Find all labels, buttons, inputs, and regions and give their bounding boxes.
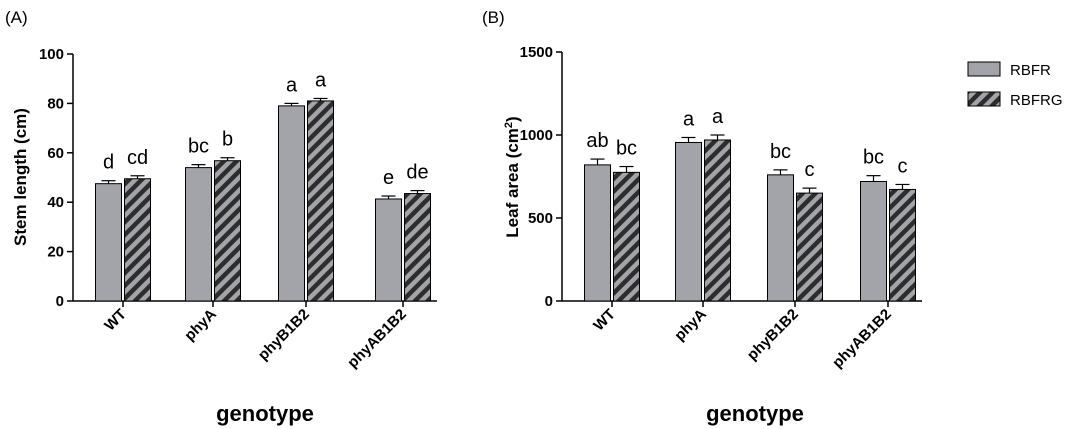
legend-label-rbfrg: RBFRG <box>1010 92 1063 109</box>
panel-b-y-axis-label: Leaf area (cm2) <box>503 116 522 237</box>
y-tick-label: 80 <box>47 95 64 112</box>
x-tick-label: phyA <box>181 306 220 345</box>
bar-rbfrg-phya <box>704 139 731 302</box>
x-tick-label: phyA <box>671 306 710 345</box>
y-tick-label: 1500 <box>520 44 553 61</box>
x-tick-label: phyB1B2 <box>744 306 802 364</box>
y-tick-label: 60 <box>47 145 64 162</box>
significance-label: b <box>222 129 233 151</box>
bar-rbfrg-phya <box>214 160 241 302</box>
y-tick-label: 500 <box>528 210 553 227</box>
significance-label: d <box>103 152 114 174</box>
significance-label: c <box>898 155 908 177</box>
panel-a-x-tick-labels: WT phyA phyB1B2 phyAB1B2 <box>101 306 410 372</box>
significance-label: bc <box>770 141 791 163</box>
bar-rbfrg-phyb1b2 <box>796 192 823 302</box>
panel-a-bars: d cd bc b a a e de <box>95 69 431 302</box>
y-tick-label: 40 <box>47 194 64 211</box>
significance-label: bc <box>616 138 637 160</box>
legend-swatch-rbfrg <box>967 91 1001 107</box>
y-tick-label: 100 <box>39 46 64 63</box>
y-tick-label: 20 <box>47 244 64 261</box>
significance-label: bc <box>188 136 209 158</box>
x-tick-label: phyB1B2 <box>255 306 313 364</box>
significance-label: de <box>406 162 428 184</box>
bar-rbfrg-wt <box>613 171 640 302</box>
bar-rbfr-phyab1b2 <box>375 198 402 302</box>
y-tick-label: 0 <box>545 293 553 310</box>
panel-a-label: (A) <box>5 8 28 27</box>
y-tick-label: 0 <box>56 293 64 310</box>
bar-rbfrg-wt <box>124 178 151 302</box>
bar-rbfrg-phyb1b2 <box>307 100 334 302</box>
x-tick-label: phyAB1B2 <box>344 306 410 372</box>
x-tick-label: phyAB1B2 <box>829 306 895 372</box>
bar-rbfr-phya <box>675 141 702 302</box>
bar-rbfr-phyab1b2 <box>860 180 887 302</box>
significance-label: ab <box>586 130 608 152</box>
panel-a-x-axis-label: genotype <box>216 401 314 426</box>
significance-label: c <box>805 159 815 181</box>
y-tick-label: 1000 <box>520 127 553 144</box>
panel-a-y-axis-label: Stem length (cm) <box>11 108 30 246</box>
significance-label: a <box>315 69 327 91</box>
bar-rbfr-wt <box>95 183 122 302</box>
panel-b-x-tick-labels: WT phyA phyB1B2 phyAB1B2 <box>590 306 895 372</box>
legend-swatch-rbfr <box>967 61 1001 77</box>
x-tick-label: WT <box>101 306 130 335</box>
legend: RBFR RBFRG <box>967 61 1063 109</box>
significance-label: a <box>286 74 298 96</box>
significance-label: a <box>712 106 724 128</box>
significance-label: bc <box>863 147 884 169</box>
panel-a: (A) 0 20 40 60 80 100 d cd bc b a a e de WT phyA phyB1… <box>5 8 437 426</box>
significance-label: e <box>383 167 394 189</box>
bar-rbfr-wt <box>584 164 611 302</box>
bar-rbfr-phyb1b2 <box>767 174 794 302</box>
bar-rbfrg-phyab1b2 <box>404 193 431 302</box>
significance-label: a <box>683 108 695 130</box>
x-tick-label: WT <box>590 306 619 335</box>
significance-label: cd <box>127 147 148 169</box>
bar-rbfr-phya <box>185 167 212 302</box>
legend-label-rbfr: RBFR <box>1010 62 1051 79</box>
bar-rbfr-phyb1b2 <box>278 105 305 302</box>
panel-b-x-axis-label: genotype <box>706 401 804 426</box>
panel-b-label: (B) <box>482 8 505 27</box>
bar-rbfrg-phyab1b2 <box>889 188 916 302</box>
